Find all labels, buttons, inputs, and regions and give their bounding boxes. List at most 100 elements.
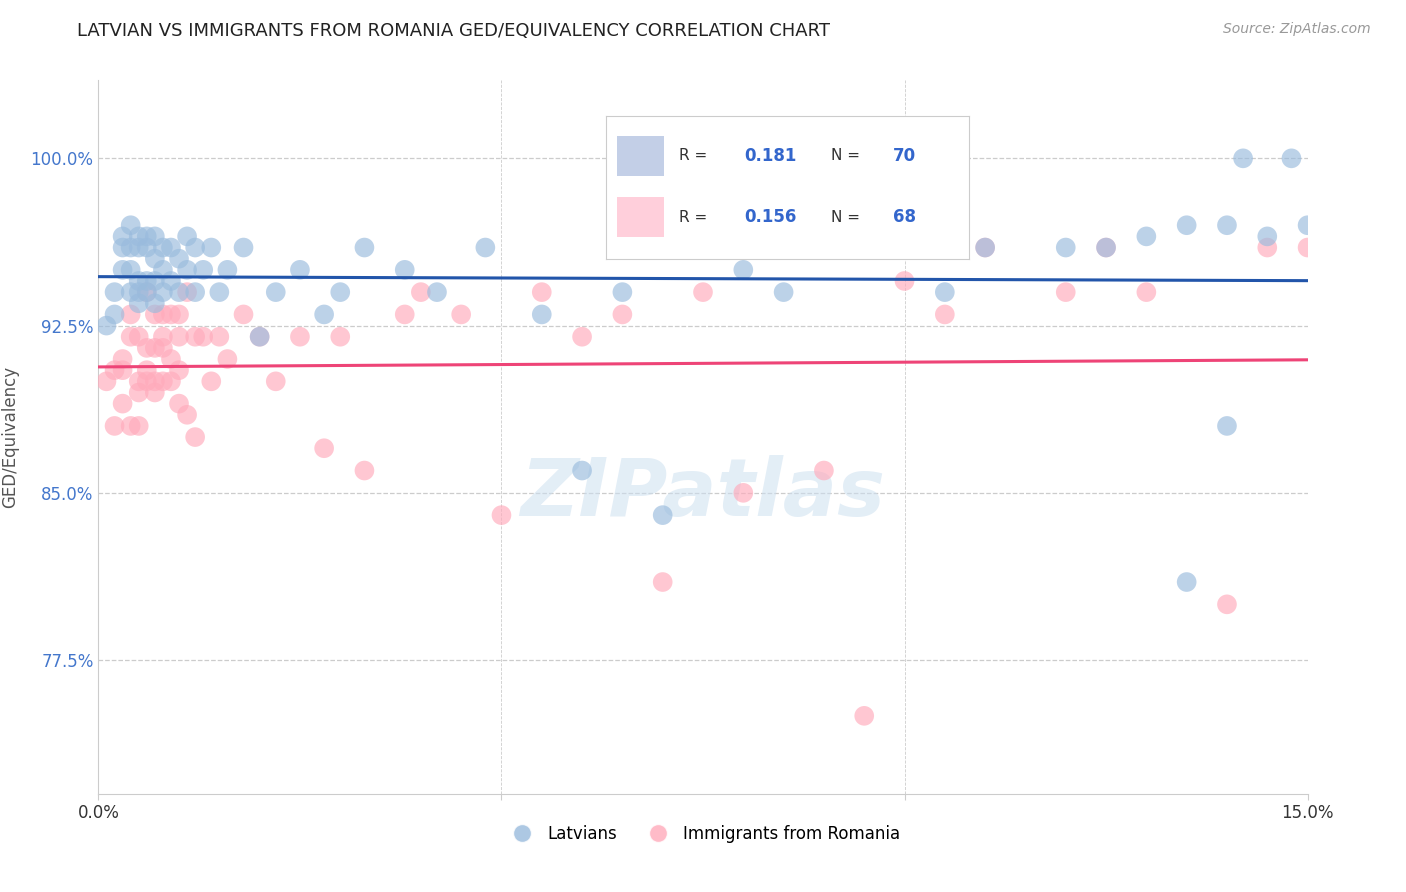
Point [314, 307, 336, 321]
Text: LATVIAN VS IMMIGRANTS FROM ROMANIA GED/EQUIVALENCY CORRELATION CHART: LATVIAN VS IMMIGRANTS FROM ROMANIA GED/E… [77, 22, 831, 40]
Point [288, 262, 311, 277]
Point [394, 262, 416, 277]
Point [167, 285, 190, 299]
Point [111, 396, 134, 410]
Point [152, 240, 174, 255]
Point [128, 240, 150, 255]
Point [200, 374, 222, 388]
Point [143, 252, 166, 266]
Point [143, 385, 166, 400]
Point [217, 351, 239, 366]
Point [176, 285, 198, 299]
Point [160, 240, 183, 255]
Point [167, 329, 190, 343]
Point [167, 252, 190, 266]
Point [143, 296, 166, 310]
Point [143, 374, 166, 388]
Point [249, 329, 271, 343]
Point [853, 708, 876, 723]
Point [128, 296, 150, 310]
Text: ZIPatlas: ZIPatlas [520, 455, 886, 533]
Point [1256, 240, 1278, 255]
Point [491, 508, 513, 522]
Point [143, 229, 166, 244]
Point [103, 363, 125, 377]
Point [135, 285, 157, 299]
Point [128, 285, 150, 299]
Point [1281, 151, 1303, 165]
Point [167, 307, 190, 321]
Point [176, 408, 198, 422]
Point [193, 262, 215, 277]
Point [571, 463, 593, 477]
Point [288, 329, 311, 343]
Point [1256, 229, 1278, 244]
Point [733, 485, 755, 500]
Point [135, 341, 157, 355]
Point [135, 285, 157, 299]
Legend: Latvians, Immigrants from Romania: Latvians, Immigrants from Romania [499, 819, 907, 850]
Point [1095, 240, 1118, 255]
Point [128, 274, 150, 288]
Point [450, 307, 472, 321]
Point [1054, 240, 1077, 255]
Point [135, 229, 157, 244]
Point [160, 307, 183, 321]
Point [651, 508, 673, 522]
Point [176, 229, 198, 244]
Point [184, 430, 207, 444]
Point [160, 274, 183, 288]
Point [813, 463, 835, 477]
Point [176, 262, 198, 277]
Point [120, 240, 142, 255]
Point [893, 274, 915, 288]
Point [409, 285, 432, 299]
Point [426, 285, 449, 299]
Point [120, 307, 142, 321]
Point [1296, 240, 1319, 255]
Point [264, 285, 287, 299]
Point [143, 274, 166, 288]
Point [1175, 218, 1198, 232]
Point [152, 341, 174, 355]
Point [530, 307, 553, 321]
Point [143, 341, 166, 355]
Point [128, 374, 150, 388]
Y-axis label: GED/Equivalency: GED/Equivalency [1, 366, 20, 508]
Point [853, 240, 876, 255]
Point [353, 240, 375, 255]
Point [1135, 229, 1157, 244]
Point [974, 240, 997, 255]
Point [314, 441, 336, 455]
Point [1095, 240, 1118, 255]
Point [135, 374, 157, 388]
Point [934, 285, 956, 299]
Point [1135, 285, 1157, 299]
Point [934, 307, 956, 321]
Point [152, 329, 174, 343]
Point [394, 307, 416, 321]
Point [167, 363, 190, 377]
Point [200, 240, 222, 255]
Point [651, 574, 673, 589]
Point [813, 240, 835, 255]
Point [152, 285, 174, 299]
Point [120, 285, 142, 299]
Point [264, 374, 287, 388]
Point [974, 240, 997, 255]
Point [329, 329, 352, 343]
Point [128, 329, 150, 343]
Point [692, 285, 714, 299]
Point [474, 240, 496, 255]
Point [1296, 218, 1319, 232]
Point [96, 374, 118, 388]
Point [530, 285, 553, 299]
Point [96, 318, 118, 333]
Point [111, 229, 134, 244]
Point [1216, 597, 1239, 611]
Point [1175, 574, 1198, 589]
Point [128, 229, 150, 244]
Point [103, 285, 125, 299]
Point [103, 418, 125, 433]
Point [208, 285, 231, 299]
